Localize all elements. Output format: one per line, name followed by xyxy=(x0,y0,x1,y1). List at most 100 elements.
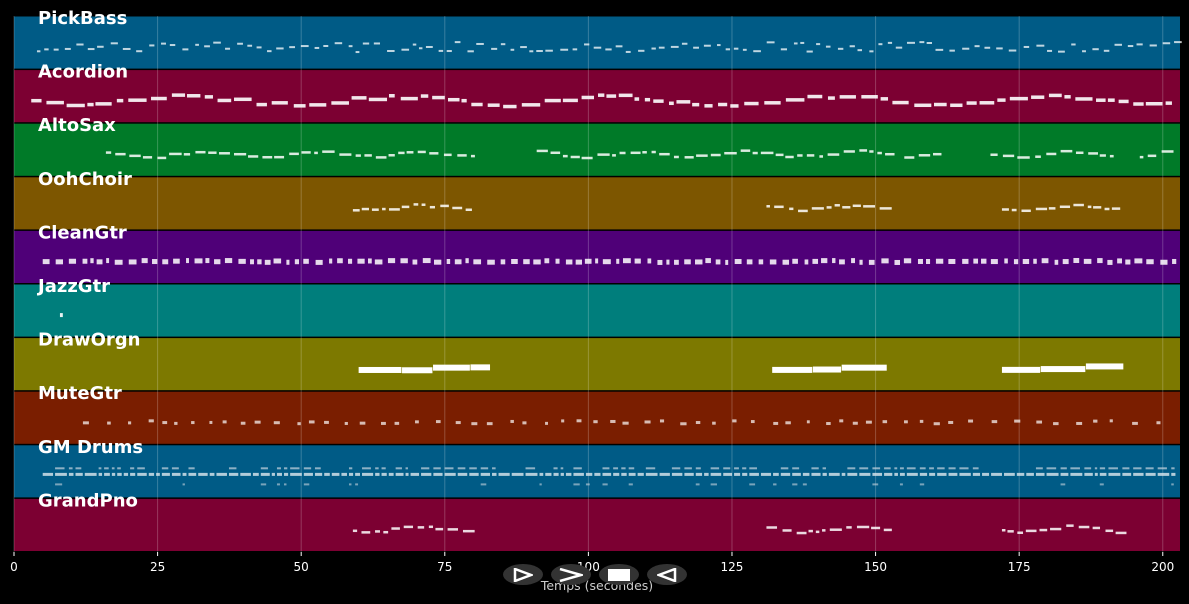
note xyxy=(523,259,530,265)
note xyxy=(880,97,889,101)
note xyxy=(204,95,213,99)
note xyxy=(454,259,462,265)
note xyxy=(808,529,813,533)
note xyxy=(309,103,327,107)
note xyxy=(550,151,561,155)
drum-hit xyxy=(684,467,692,470)
note xyxy=(510,419,514,423)
note xyxy=(865,420,872,424)
drum-hit xyxy=(480,483,487,486)
drum-hit xyxy=(161,472,170,476)
note xyxy=(881,258,889,264)
note xyxy=(666,259,670,265)
note xyxy=(1099,154,1106,157)
drum-hit xyxy=(906,472,918,476)
drum-hit xyxy=(381,472,387,476)
note xyxy=(1054,259,1059,265)
note xyxy=(1125,259,1131,265)
note xyxy=(106,258,110,264)
note xyxy=(984,46,991,49)
note xyxy=(1023,45,1030,48)
note xyxy=(827,153,840,156)
stop-button[interactable] xyxy=(599,564,639,585)
note xyxy=(622,258,631,264)
drum-hit xyxy=(276,472,282,476)
drum-hit xyxy=(553,472,559,476)
note xyxy=(273,421,280,425)
note xyxy=(1093,419,1098,423)
note xyxy=(1082,50,1086,53)
drum-hit xyxy=(894,467,898,470)
note xyxy=(447,97,460,102)
note xyxy=(219,152,230,155)
note xyxy=(644,420,651,424)
note xyxy=(659,152,670,156)
note xyxy=(917,258,923,264)
drum-hit xyxy=(1070,467,1080,470)
drum-hit xyxy=(457,467,466,470)
drum-hit xyxy=(792,483,798,486)
drum-hit xyxy=(130,472,136,476)
note xyxy=(544,258,550,264)
note xyxy=(240,421,246,425)
note xyxy=(1053,422,1059,426)
note xyxy=(1001,208,1009,211)
track-label: GM Drums xyxy=(38,437,143,458)
note xyxy=(87,102,94,107)
drum-hit xyxy=(919,472,928,476)
drum-hit xyxy=(381,467,386,470)
tick-label: 175 xyxy=(1008,560,1031,574)
note xyxy=(904,420,908,424)
note xyxy=(128,98,147,102)
track-label: JazzGtr xyxy=(36,276,110,297)
note xyxy=(806,154,815,157)
note xyxy=(807,94,823,99)
drum-hit xyxy=(959,467,969,470)
note xyxy=(806,420,810,424)
note xyxy=(169,152,182,156)
drum-hit xyxy=(228,467,237,470)
drum-hit xyxy=(314,467,321,470)
note xyxy=(417,526,425,529)
drum-hit xyxy=(104,467,109,470)
note xyxy=(561,419,565,423)
drum-hit xyxy=(545,472,552,476)
note xyxy=(766,526,778,529)
drum-hit xyxy=(859,472,871,476)
note xyxy=(214,259,221,265)
rewind-button[interactable] xyxy=(647,564,687,585)
note xyxy=(289,152,299,156)
note xyxy=(822,529,826,532)
note xyxy=(1033,258,1037,264)
note xyxy=(400,96,418,101)
stop-icon xyxy=(608,568,630,581)
note xyxy=(1048,93,1062,98)
note xyxy=(1117,258,1122,264)
play-button[interactable] xyxy=(503,564,543,585)
note xyxy=(417,150,426,154)
track-lane xyxy=(14,391,1180,444)
note xyxy=(314,46,320,49)
note xyxy=(789,207,794,211)
note xyxy=(182,48,189,51)
note xyxy=(1075,151,1084,155)
note xyxy=(658,46,665,49)
note xyxy=(1001,366,1041,373)
drum-hit xyxy=(117,467,121,470)
play-icon xyxy=(513,567,533,582)
drum-hit xyxy=(188,467,195,470)
drum-hit xyxy=(283,483,287,486)
drum-hit xyxy=(749,472,759,476)
note xyxy=(429,152,439,155)
drum-hit xyxy=(1094,472,1098,476)
note xyxy=(1174,41,1182,44)
note xyxy=(204,45,210,48)
drum-hit xyxy=(290,472,302,476)
note xyxy=(1114,43,1122,46)
note xyxy=(267,50,272,53)
note xyxy=(1103,49,1110,52)
note xyxy=(715,259,721,265)
track-lane xyxy=(14,445,1180,498)
fast-forward-button[interactable] xyxy=(551,564,591,585)
drum-hit xyxy=(84,472,97,476)
